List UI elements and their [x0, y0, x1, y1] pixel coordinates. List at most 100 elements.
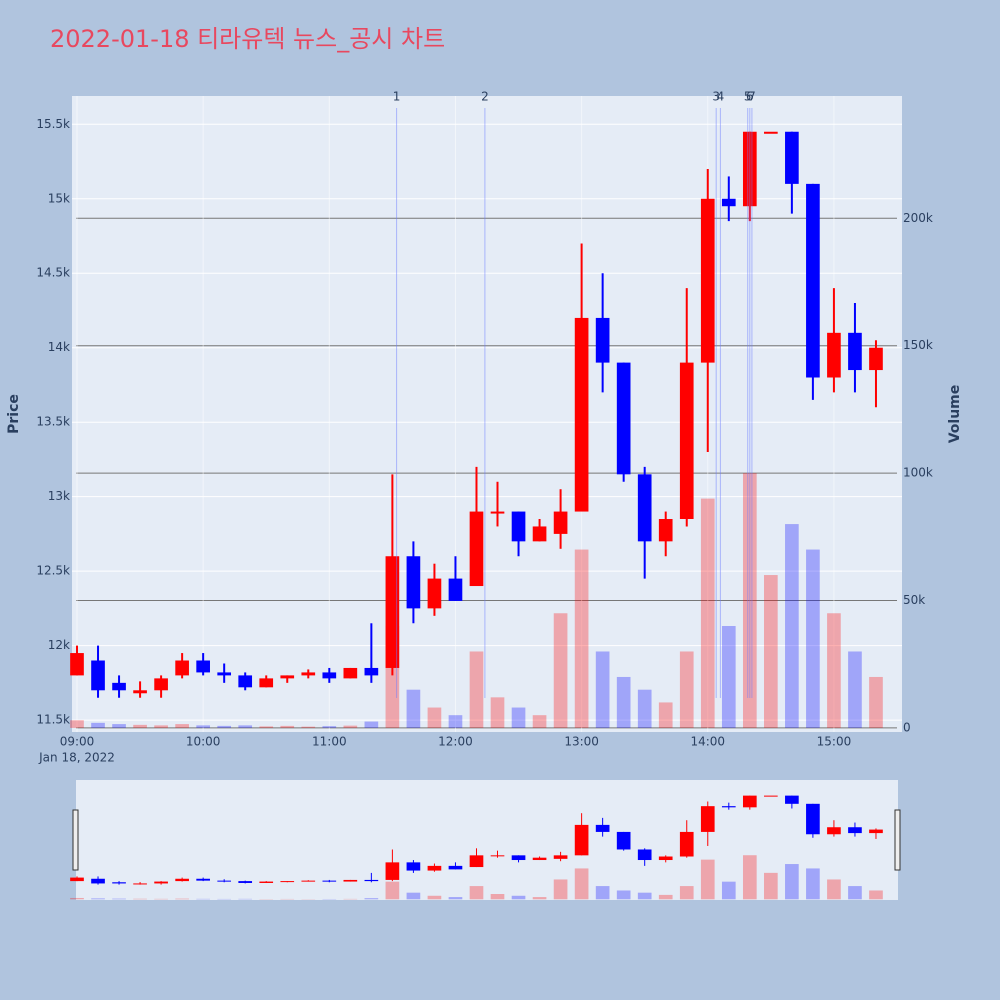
volume-bar: [848, 651, 862, 728]
mini-volume-bar: [637, 892, 652, 900]
volume-bar: [827, 613, 841, 728]
x-tick-label: 12:00: [438, 735, 473, 749]
candle-body: [469, 511, 484, 587]
mini-candle-body: [490, 855, 505, 857]
mini-volume-bar: [848, 886, 862, 900]
candle-body: [385, 556, 400, 668]
volume-bar: [343, 725, 358, 728]
mini-candle-body: [553, 855, 568, 859]
mini-candle-body: [343, 879, 358, 882]
mini-candle-body: [385, 862, 400, 880]
candle-body: [511, 511, 526, 542]
volume-bar: [91, 722, 105, 728]
news-label: 1: [393, 90, 401, 104]
volume-bar: [238, 725, 253, 728]
candle-body: [259, 678, 274, 688]
mini-candle-body: [196, 878, 210, 881]
candle-body: [721, 198, 736, 207]
y2-tick-label: 50k: [903, 593, 925, 607]
news-label: 4: [717, 90, 725, 104]
volume-bar: [70, 720, 84, 728]
news-label: 6: [746, 90, 754, 104]
candle-body: [70, 653, 84, 676]
mini-candle-body: [133, 883, 147, 885]
mini-candle-body: [616, 831, 631, 850]
chart-title: 2022-01-18 티라유텍 뉴스_공시 차트: [50, 25, 445, 53]
mini-volume-bar: [679, 886, 694, 900]
x-tick-label: 10:00: [186, 735, 221, 749]
mini-candle-body: [679, 831, 694, 857]
candle-body: [238, 675, 253, 688]
volume-bar: [574, 549, 589, 728]
mini-volume-bar: [806, 868, 820, 900]
volume-bar: [217, 725, 232, 728]
mini-volume-bar: [469, 886, 484, 900]
candle-body: [679, 362, 694, 520]
mini-volume-bar: [448, 897, 463, 900]
volume-bar: [406, 689, 421, 728]
y-tick-label: 12k: [48, 638, 70, 652]
volume-bar: [364, 721, 379, 728]
candle-body: [574, 317, 589, 512]
x-tick-label: 11:00: [312, 735, 347, 749]
y-axis-title: Price: [6, 394, 22, 434]
mini-volume-bar: [511, 895, 526, 900]
volume-bar: [511, 707, 526, 728]
mini-candle-body: [532, 857, 547, 861]
mini-volume-bar: [827, 879, 841, 900]
volume-bar: [175, 724, 189, 728]
candle-body: [154, 678, 168, 691]
volume-bar: [616, 676, 631, 728]
volume-bar: [280, 725, 295, 728]
candle-body: [364, 667, 379, 676]
candle-body: [806, 183, 820, 378]
volume-bar: [196, 725, 210, 728]
mini-volume-bar: [616, 890, 631, 900]
mini-candle-body: [764, 795, 778, 797]
slider-handle[interactable]: [894, 809, 901, 871]
mini-volume-bar: [700, 859, 715, 900]
candle-body: [869, 347, 883, 371]
mini-candle-body: [869, 829, 883, 834]
mini-volume-bar: [658, 894, 673, 900]
mini-candle-body: [154, 881, 168, 884]
volume-bar: [679, 651, 694, 728]
candle-body: [785, 131, 799, 184]
range-slider[interactable]: [76, 780, 898, 900]
candle-body: [301, 672, 316, 676]
mini-candle-body: [406, 862, 421, 871]
mini-volume-bar: [133, 898, 147, 900]
candle-body: [595, 317, 610, 363]
mini-candle-body: [280, 881, 295, 883]
y-tick-label: 15.5k: [36, 117, 70, 131]
date-label: Jan 18, 2022: [38, 751, 115, 765]
mini-candle-body: [637, 849, 652, 861]
y-tick-label: 14k: [48, 340, 70, 354]
volume-bar: [806, 549, 820, 728]
mini-volume-bar: [785, 864, 799, 900]
y-tick-label: 14.5k: [36, 266, 70, 280]
candle-body: [637, 474, 652, 542]
candle-body: [616, 362, 631, 475]
volume-bar: [427, 707, 442, 728]
mini-volume-bar: [364, 898, 379, 900]
y2-tick-label: 150k: [903, 338, 933, 352]
x-tick-label: 14:00: [690, 735, 725, 749]
candle-body: [490, 511, 505, 514]
volume-bar: [637, 689, 652, 728]
mini-candle-body: [364, 879, 379, 882]
candle-body: [427, 578, 442, 609]
volume-bar: [133, 724, 147, 728]
candle-body: [532, 526, 547, 542]
mini-candle-body: [469, 855, 484, 868]
candle-body: [280, 675, 295, 679]
mini-candle-body: [742, 795, 757, 808]
volume-bar: [595, 651, 610, 728]
slider-handle[interactable]: [72, 809, 79, 871]
candle-body: [175, 660, 189, 676]
candle-body: [553, 511, 568, 534]
volume-bar: [322, 726, 337, 728]
x-tick-label: 09:00: [60, 735, 95, 749]
mini-candle-body: [658, 856, 673, 861]
mini-candle-body: [511, 855, 526, 861]
